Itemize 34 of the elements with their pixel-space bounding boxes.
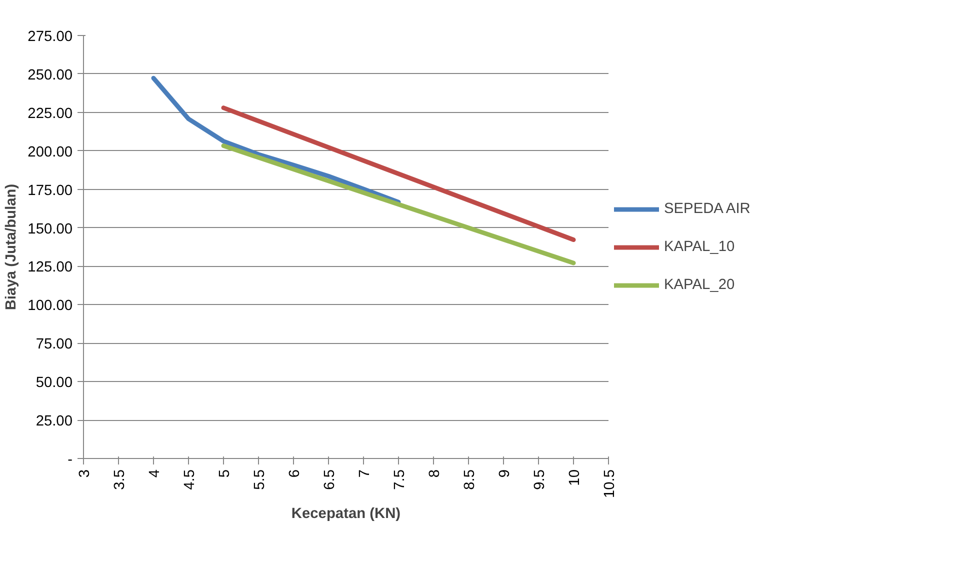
y-tick-label: - [68,452,73,468]
x-tick-label: 3 [77,469,93,478]
x-tick-label: 4.5 [182,470,198,490]
x-tick-label: 7 [357,469,373,478]
x-tick-label: 10 [567,469,583,486]
y-tick-label: 250.00 [28,67,72,84]
x-tick-label: 9 [497,469,513,478]
y-tick-label: 275.00 [28,29,72,45]
y-tick-label: 25.00 [36,414,73,430]
y-axis-title: Biaya (Juta/bulan) [4,184,20,310]
x-tick-label: 9.5 [532,470,548,490]
x-tick-label: 6.5 [322,470,338,490]
y-tick-label: 50.00 [36,375,73,392]
y-tick-label: 100.00 [28,298,72,314]
x-tick-label: 5 [217,469,233,478]
x-tick-label: 8 [427,469,443,478]
x-axis-title: Kecepatan (KN) [291,506,401,522]
x-tick-label: 10.5 [602,469,618,498]
x-tick-label: 4 [147,469,163,478]
x-tick-label: 3.5 [112,470,128,490]
y-tick-label: 175.00 [28,182,72,199]
y-tick-label: 125.00 [28,260,72,276]
y-tick-label: 200.00 [28,144,72,160]
legend-label: SEPEDA AIR [664,200,750,216]
x-tick-label: 5.5 [252,470,268,490]
line-series [151,76,401,204]
x-tick-label: 7.5 [392,470,408,490]
x-tick-label: 6 [287,469,303,478]
legend-label: KAPAL_10 [664,238,735,254]
y-tick-label: 150.00 [28,221,72,238]
x-tick-label: 8.5 [462,470,478,490]
legend-label: KAPAL_20 [664,276,735,292]
y-tick-label: 75.00 [36,336,73,353]
y-tick-label: 225.00 [28,106,72,122]
